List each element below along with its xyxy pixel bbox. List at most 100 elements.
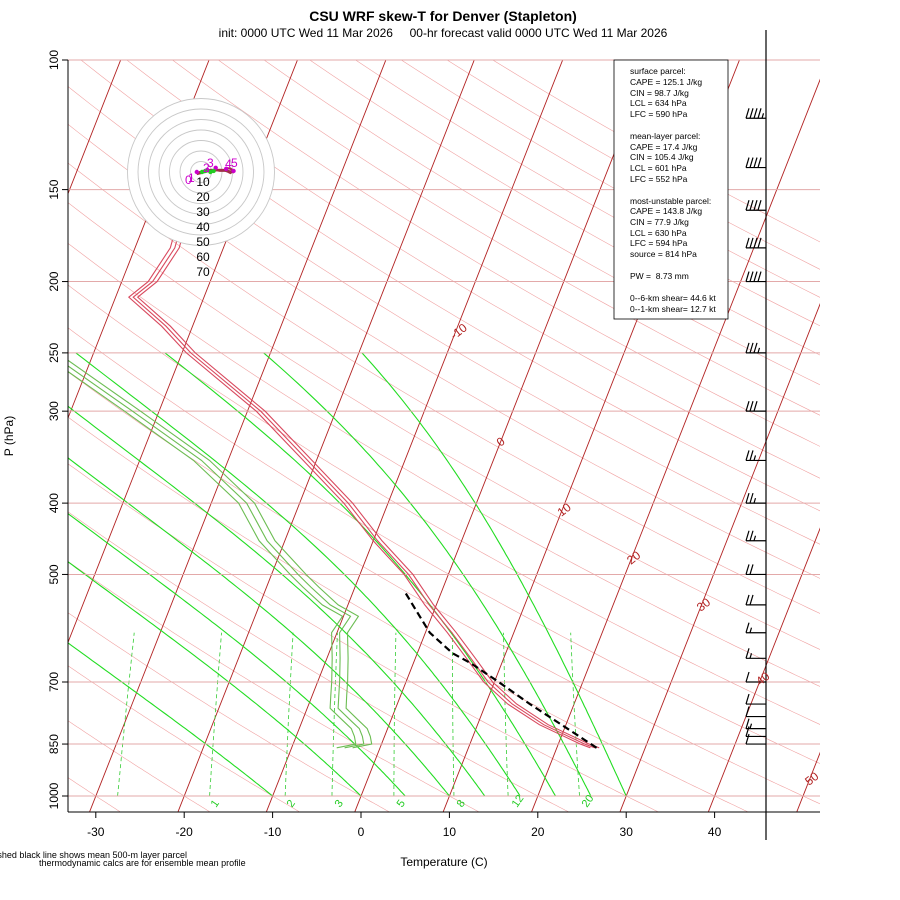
moist-adiabat <box>68 457 450 797</box>
wind-barb-half-flag <box>753 535 757 541</box>
wind-barb-flag <box>745 622 750 633</box>
wind-barb-flag <box>745 594 750 606</box>
mixing-ratio-label: 8 <box>455 798 468 810</box>
wind-barb-flag <box>749 157 754 168</box>
wind-barb <box>745 706 766 718</box>
isotherm <box>68 60 122 195</box>
wind-barb-flag <box>745 400 750 412</box>
stat-surface-cin: CIN = 98.7 J/kg <box>630 88 689 98</box>
wind-barb-half-flag <box>761 113 765 119</box>
wind-barb-flag <box>753 200 758 211</box>
wind-barb <box>745 693 766 705</box>
mixing-ratio-line <box>393 632 397 796</box>
x-tick-label: 20 <box>531 825 545 839</box>
dewpoint-line <box>68 370 357 749</box>
stat-ml-header: mean-layer parcel: <box>630 131 700 141</box>
wind-barb-flag <box>753 400 758 412</box>
wind-barb-flag <box>757 108 762 119</box>
dry-adiabat <box>68 284 820 725</box>
wind-barb <box>745 564 766 576</box>
isotherm <box>619 303 820 812</box>
wind-barb-half-flag <box>749 723 753 729</box>
y-tick-label: 1000 <box>47 782 61 809</box>
hodograph-ring <box>148 119 254 225</box>
hodograph-ring-label: 30 <box>196 205 210 219</box>
dry-adiabat <box>68 327 820 764</box>
isotherm <box>708 527 820 812</box>
wind-barb-flag <box>745 157 750 168</box>
wind-barb-flag <box>745 450 750 461</box>
dry-adiabat <box>68 612 389 812</box>
x-tick-label: -30 <box>87 825 105 839</box>
wind-barb-flag <box>757 157 762 168</box>
wind-barb <box>745 733 766 745</box>
wind-barb <box>745 450 766 462</box>
x-tick-label: -20 <box>176 825 194 839</box>
mixing-ratio-line <box>209 632 222 797</box>
wind-barb-flag <box>753 271 758 282</box>
wind-barb <box>745 594 766 606</box>
wind-barb-flag <box>745 342 750 354</box>
axes <box>67 60 820 813</box>
wind-barb-flag <box>757 271 762 282</box>
mixing-ratio-line <box>452 632 455 796</box>
wind-barb-flag <box>745 564 750 575</box>
sounding-profiles <box>68 104 600 749</box>
pressure-axis: 100 150 200 250 300 400 500 700 850 1000 <box>47 50 68 809</box>
mean-parcel-line <box>404 592 598 749</box>
wind-barb-flag <box>749 108 754 119</box>
wind-barb <box>745 622 766 634</box>
hodograph-ring <box>158 129 244 215</box>
y-tick-label: 300 <box>47 401 61 421</box>
y-tick-label: 400 <box>47 493 61 513</box>
moist-adiabat <box>164 352 556 797</box>
wind-barb-flag <box>749 271 754 282</box>
dry-adiabat <box>309 60 820 356</box>
wind-barb-flag <box>745 200 750 211</box>
hodograph-ring-label: 60 <box>196 250 210 264</box>
isotherm <box>354 60 652 812</box>
moist-adiabat <box>263 352 592 797</box>
hodograph-point <box>211 168 216 174</box>
stat-mu-header: most-unstable parcel: <box>630 196 711 206</box>
wind-barb <box>745 648 766 659</box>
wind-barb-flag <box>749 594 754 606</box>
stat-shear-0-1km: 0--1-km shear= 12.7 kt <box>630 304 716 314</box>
wind-barb-flag <box>745 733 750 745</box>
isotherm-label: 40 <box>753 669 772 688</box>
hodograph-point <box>231 168 236 174</box>
y-tick-label: 100 <box>47 50 61 70</box>
y-tick-label: 200 <box>47 271 61 291</box>
stat-ml-lcl: LCL = 601 hPa <box>630 163 687 173</box>
dry-adiabat <box>68 416 748 812</box>
wind-barb-flag <box>745 237 750 249</box>
hodograph-ring-label: 10 <box>196 175 210 189</box>
parcel-stats-box: surface parcel: CAPE = 125.1 J/kg CIN = … <box>613 59 729 320</box>
wind-barb-flag <box>745 492 750 504</box>
moist-adiabat <box>68 642 273 797</box>
mixing-ratio-label: 2 <box>285 798 298 810</box>
hodograph-height-label: 4 <box>225 157 232 171</box>
temperature-axis: -30 -20 -10 0 10 20 30 40 <box>87 812 722 839</box>
mixing-ratio-label: 20 <box>580 793 597 810</box>
y-tick-label: 500 <box>47 564 61 584</box>
mixing-ratio-label: 3 <box>333 798 346 810</box>
wind-barb <box>745 108 766 119</box>
hodograph-ring-label: 70 <box>196 265 210 279</box>
isotherm-label: -10 <box>448 320 471 342</box>
wind-barb-half-flag <box>757 347 761 354</box>
dry-adiabat <box>68 86 820 545</box>
wind-barb-flag <box>745 706 750 717</box>
stat-surface-lcl: LCL = 634 hPa <box>630 98 687 108</box>
hodograph-ring-label: 20 <box>196 190 210 204</box>
moist-adiabat <box>68 405 486 797</box>
hodograph-height-label: 5 <box>231 156 238 170</box>
dry-adiabat <box>68 561 479 812</box>
isotherm-label: 20 <box>624 548 643 567</box>
wind-barb-flag <box>757 200 762 211</box>
wind-barb-flag <box>745 718 750 729</box>
mixing-ratio-line <box>570 632 580 797</box>
stat-mu-source: source = 814 hPa <box>630 249 697 259</box>
hodograph-ring-label: 50 <box>196 235 210 249</box>
